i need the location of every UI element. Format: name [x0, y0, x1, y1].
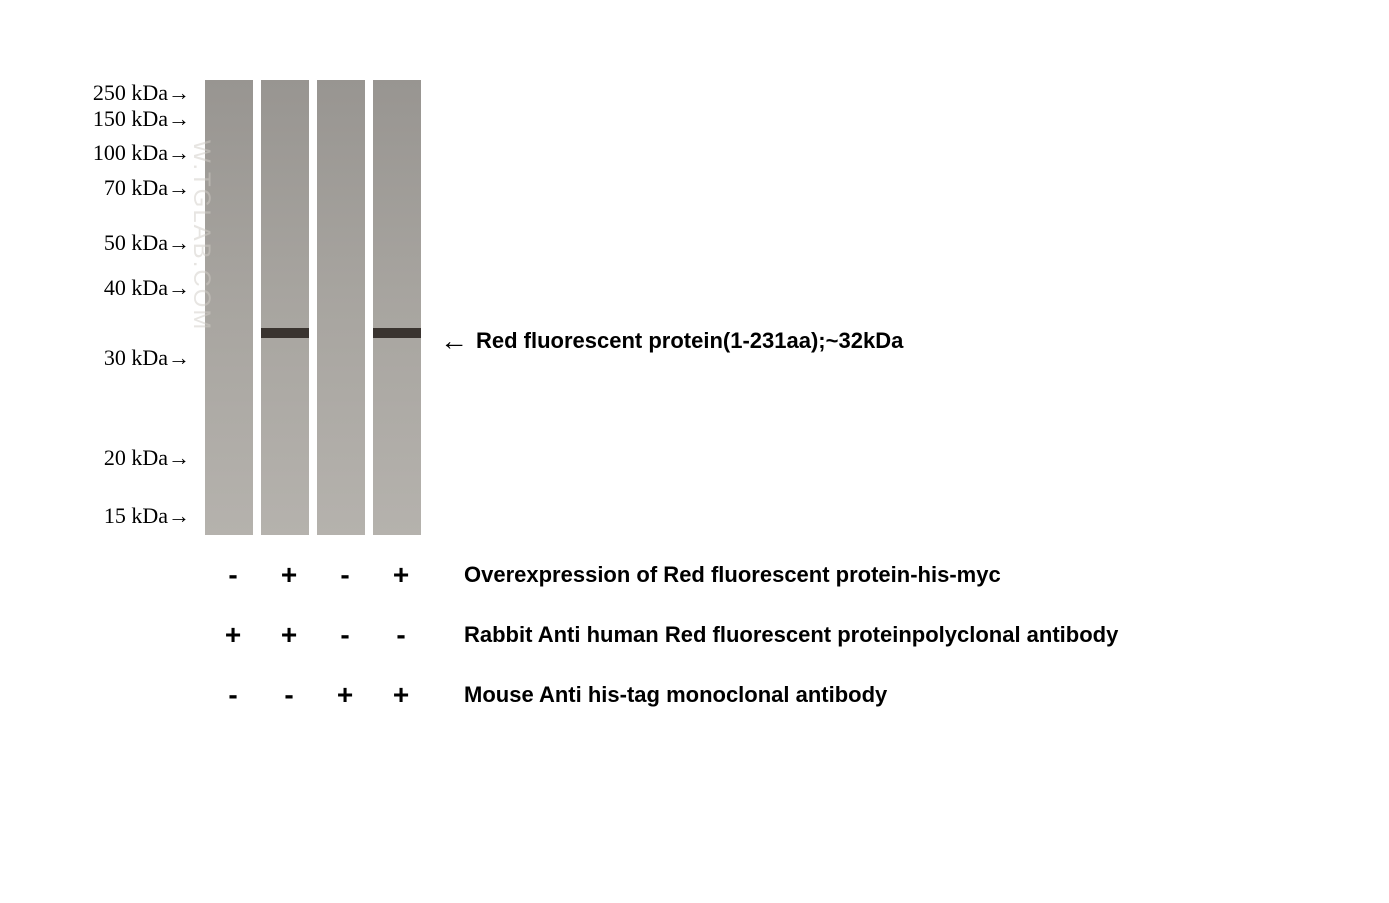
band-annotation: ← Red fluorescent protein(1-231aa);~32kD… — [440, 325, 903, 357]
condition-value: - — [317, 559, 373, 591]
condition-value: + — [205, 619, 261, 651]
condition-value: - — [261, 679, 317, 711]
ladder-marker: 70 kDa→ — [60, 175, 190, 201]
condition-row: - - + + Mouse Anti his-tag monoclonal an… — [205, 665, 1118, 725]
western-blot-figure: 250 kDa→ 150 kDa→ 100 kDa→ 70 kDa→ 50 kD… — [60, 80, 1360, 860]
condition-value: + — [261, 619, 317, 651]
condition-label: Rabbit Anti human Red fluorescent protei… — [464, 622, 1118, 648]
blot-lanes: W.TGLAB.COM — [205, 80, 421, 535]
ladder-marker: 50 kDa→ — [60, 230, 190, 256]
ladder-marker: 150 kDa→ — [60, 106, 190, 132]
blot-lane-3 — [317, 80, 365, 535]
condition-value: + — [373, 679, 429, 711]
blot-lane-2 — [261, 80, 309, 535]
ladder-marker: 15 kDa→ — [60, 503, 190, 529]
condition-value: - — [205, 559, 261, 591]
ladder-marker: 20 kDa→ — [60, 445, 190, 471]
condition-value: - — [205, 679, 261, 711]
blot-lane-1: W.TGLAB.COM — [205, 80, 253, 535]
band-annotation-text: Red fluorescent protein(1-231aa);~32kDa — [476, 328, 903, 354]
ladder-marker: 40 kDa→ — [60, 275, 190, 301]
protein-band — [261, 328, 309, 338]
arrow-left-icon: ← — [440, 325, 468, 357]
condition-value: + — [317, 679, 373, 711]
condition-value: + — [373, 559, 429, 591]
condition-label: Mouse Anti his-tag monoclonal antibody — [464, 682, 887, 708]
condition-grid: - + - + Overexpression of Red fluorescen… — [205, 545, 1118, 725]
ladder-marker: 100 kDa→ — [60, 140, 190, 166]
condition-row: + + - - Rabbit Anti human Red fluorescen… — [205, 605, 1118, 665]
ladder-marker: 30 kDa→ — [60, 345, 190, 371]
condition-value: + — [261, 559, 317, 591]
condition-row: - + - + Overexpression of Red fluorescen… — [205, 545, 1118, 605]
condition-value: - — [373, 619, 429, 651]
ladder-marker: 250 kDa→ — [60, 80, 190, 106]
condition-value: - — [317, 619, 373, 651]
condition-label: Overexpression of Red fluorescent protei… — [464, 562, 1001, 588]
protein-band — [373, 328, 421, 338]
watermark-text: W.TGLAB.COM — [187, 140, 215, 331]
blot-lane-4 — [373, 80, 421, 535]
